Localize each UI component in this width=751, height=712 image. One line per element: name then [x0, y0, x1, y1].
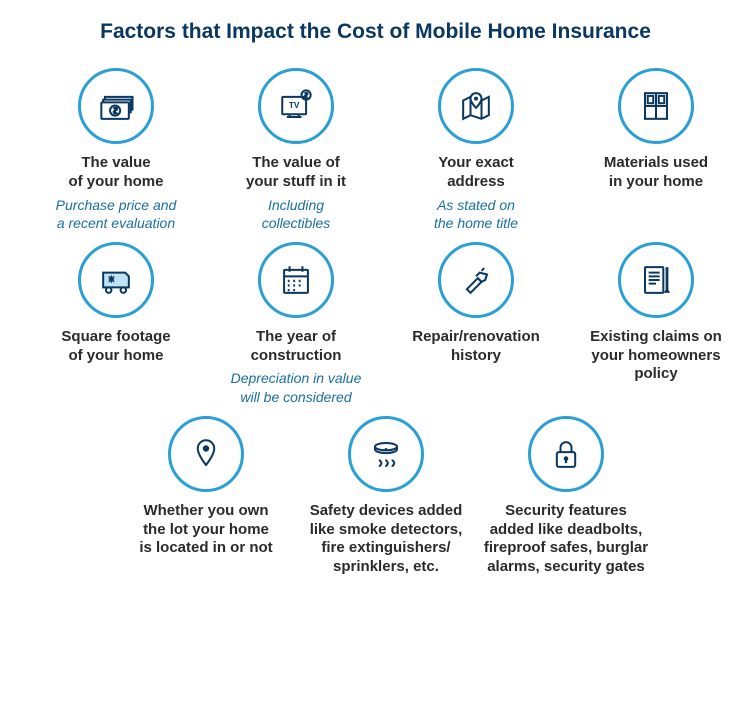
factor-sublabel: As stated onthe home title: [434, 196, 518, 232]
factor-card: Square footageof your home: [30, 242, 202, 406]
factor-label: The value ofyour stuff in it: [246, 154, 346, 192]
factor-card: Whether you ownthe lot your homeis locat…: [120, 416, 292, 581]
factor-label: Whether you ownthe lot your homeis locat…: [139, 502, 272, 558]
money-icon: [78, 68, 154, 144]
factor-label: Security featuresadded like deadbolts,fi…: [484, 502, 648, 577]
smoke-icon: [348, 416, 424, 492]
factor-card: TV The value ofyour stuff in it Including…: [210, 68, 382, 232]
factor-label: Repair/renovationhistory: [412, 328, 540, 366]
hammer-icon: [438, 242, 514, 318]
factor-card: Materials usedin your home: [570, 68, 742, 232]
factor-card: Safety devices addedlike smoke detectors…: [300, 416, 472, 581]
factor-label: Materials usedin your home: [604, 154, 708, 192]
factor-card: Repair/renovationhistory: [390, 242, 562, 406]
document-icon: [618, 242, 694, 318]
factor-row: The valueof your home Purchase price anda…: [30, 68, 742, 232]
trailer-icon: [78, 242, 154, 318]
factor-label: Your exactaddress: [438, 154, 514, 192]
page-title: Factors that Impact the Cost of Mobile H…: [30, 20, 721, 44]
factor-sublabel: Purchase price anda recent evaluation: [56, 196, 177, 232]
factor-label: The valueof your home: [68, 154, 163, 192]
svg-text:TV: TV: [289, 101, 300, 110]
window-icon: [618, 68, 694, 144]
factor-card: Existing claims onyour homeownerspolicy: [570, 242, 742, 406]
map-pin-icon: [438, 68, 514, 144]
factor-row: Whether you ownthe lot your homeis locat…: [30, 416, 742, 581]
factor-card: Security featuresadded like deadbolts,fi…: [480, 416, 652, 581]
pin-icon: [168, 416, 244, 492]
factor-card: The year ofconstructionDepreciation in v…: [210, 242, 382, 406]
tv-icon: TV: [258, 68, 334, 144]
factors-grid: The valueof your home Purchase price anda…: [30, 68, 721, 581]
factor-label: Safety devices addedlike smoke detectors…: [310, 502, 463, 577]
factor-label: Square footageof your home: [61, 328, 170, 366]
factor-label: Existing claims onyour homeownerspolicy: [590, 328, 722, 384]
factor-row: Square footageof your home The year ofco…: [30, 242, 742, 406]
factor-sublabel: Depreciation in valuewill be considered: [231, 369, 362, 405]
calendar-icon: [258, 242, 334, 318]
factor-label: The year ofconstruction: [251, 328, 342, 366]
factor-card: Your exactaddress As stated onthe home ti…: [390, 68, 562, 232]
factor-card: The valueof your home Purchase price anda…: [30, 68, 202, 232]
lock-icon: [528, 416, 604, 492]
factor-sublabel: Includingcollectibles: [262, 196, 330, 232]
